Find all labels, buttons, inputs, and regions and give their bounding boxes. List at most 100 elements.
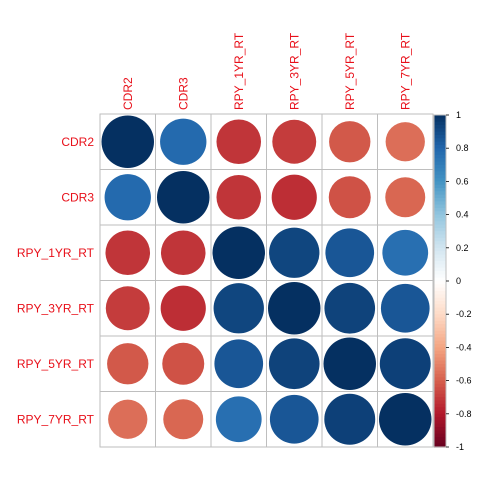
colorbar-segment <box>434 124 446 129</box>
colorbar-segment <box>434 430 446 435</box>
colorbar-segment <box>434 370 446 375</box>
correlation-circle-RPY_5YR_RT-RPY_1YR_RT <box>214 339 264 389</box>
correlation-circle-RPY_1YR_RT-RPY_5YR_RT <box>325 228 375 278</box>
colorbar-segment <box>434 287 446 292</box>
colorbar-segment <box>434 360 446 365</box>
colorbar-segment <box>434 234 446 239</box>
column-label: RPY_1YR_RT <box>232 32 246 110</box>
correlation-circle-CDR2-RPY_1YR_RT <box>216 119 262 165</box>
colorbar-segment <box>434 340 446 345</box>
colorbar-segment <box>434 211 446 216</box>
colorbar-segment <box>434 383 446 388</box>
colorbar-tick-label: 0 <box>456 276 461 286</box>
correlation-circle-RPY_1YR_RT-CDR2 <box>105 230 151 276</box>
column-label: RPY_3YR_RT <box>287 32 301 110</box>
colorbar-segment <box>434 427 446 431</box>
colorbar-segment <box>434 188 446 192</box>
colorbar-segment <box>434 330 446 335</box>
colorbar-segment <box>434 201 446 206</box>
colorbar-segment <box>434 161 446 166</box>
colorbar-segment <box>434 403 446 408</box>
colorbar-segment <box>434 433 446 438</box>
colorbar-segment <box>434 397 446 402</box>
colorbar-segment <box>434 198 446 202</box>
colorbar-segment <box>434 138 446 143</box>
colorbar: -1 -0.8 -0.6 -0.4 -0.2 0 0.2 0.4 0.6 0.8 1 <box>433 110 472 452</box>
colorbar-segment <box>434 413 446 418</box>
colorbar-segment <box>434 347 446 352</box>
correlation-circle-RPY_3YR_RT-CDR2 <box>105 286 150 331</box>
colorbar-segment <box>434 118 446 123</box>
colorbar-segment <box>434 184 446 189</box>
colorbar-segment <box>434 387 446 392</box>
correlation-circle-RPY_7YR_RT-RPY_7YR_RT <box>379 393 432 446</box>
colorbar-segment <box>434 214 446 219</box>
correlation-circle-RPY_5YR_RT-RPY_5YR_RT <box>323 337 376 390</box>
colorbar-segment <box>434 390 446 395</box>
colorbar-segment <box>434 327 446 332</box>
correlation-circle-RPY_7YR_RT-CDR2 <box>108 399 148 439</box>
colorbar-segment <box>434 121 446 126</box>
colorbar-segment <box>434 221 446 226</box>
correlation-circle-CDR2-RPY_5YR_RT <box>329 121 371 163</box>
row-label: RPY_3YR_RT <box>17 301 95 315</box>
row-label: CDR2 <box>61 135 94 149</box>
colorbar-segment <box>434 344 446 348</box>
colorbar-tick-label: -0.4 <box>456 342 472 352</box>
colorbar-segment <box>434 141 446 146</box>
colorbar-segment <box>434 334 446 339</box>
correlation-circle-CDR2-CDR2 <box>101 115 154 168</box>
colorbar-segment <box>434 417 446 422</box>
colorbar-segment <box>434 174 446 179</box>
colorbar-segment <box>434 261 446 265</box>
colorbar-segment <box>434 284 446 289</box>
colorbar-segment <box>434 264 446 269</box>
colorbar-segment <box>434 307 446 312</box>
correlation-circle-RPY_3YR_RT-RPY_5YR_RT <box>324 282 376 334</box>
colorbar-segment <box>434 241 446 246</box>
colorbar-segment <box>434 423 446 428</box>
colorbar-segment <box>434 407 446 412</box>
colorbar-segment <box>434 128 446 133</box>
colorbar-tick-label: -0.8 <box>456 409 472 419</box>
colorbar-segment <box>434 410 446 415</box>
colorbar-segment <box>434 251 446 256</box>
colorbar-segment <box>434 364 446 368</box>
colorbar-tick-label: 0.2 <box>456 243 469 253</box>
column-label: CDR2 <box>121 77 135 110</box>
colorbar-segment <box>434 144 446 149</box>
column-labels: CDR2 CDR3 RPY_1YR_RT RPY_3YR_RT RPY_5YR_RT RP… <box>121 32 413 110</box>
correlation-circle-RPY_7YR_RT-RPY_1YR_RT <box>215 396 262 443</box>
colorbar-segment <box>434 294 446 299</box>
correlation-circle-RPY_5YR_RT-RPY_3YR_RT <box>268 338 320 390</box>
correlation-circle-CDR3-RPY_1YR_RT <box>216 174 262 220</box>
colorbar-tick-label: 1 <box>456 110 461 120</box>
colorbar-segment <box>434 420 446 425</box>
colorbar-segment <box>434 317 446 322</box>
colorbar-segment <box>434 320 446 325</box>
colorbar-segment <box>434 178 446 182</box>
colorbar-segment <box>434 231 446 236</box>
column-label: RPY_5YR_RT <box>343 32 357 110</box>
colorbar-segment <box>434 237 446 242</box>
correlation-circle-CDR2-CDR3 <box>160 118 207 165</box>
colorbar-segment <box>434 244 446 249</box>
colorbar-segment <box>434 168 446 173</box>
colorbar-segment <box>434 171 446 176</box>
correlation-circle-RPY_5YR_RT-CDR2 <box>107 343 149 385</box>
colorbar-segment <box>434 290 446 295</box>
correlation-circle-CDR3-CDR2 <box>104 174 151 221</box>
colorbar-segment <box>434 440 446 445</box>
colorbar-segment <box>434 207 446 212</box>
correlation-circle-RPY_7YR_RT-RPY_3YR_RT <box>269 394 319 444</box>
colorbar-tick-label: -1 <box>456 442 464 452</box>
colorbar-tick-label: -0.2 <box>456 309 472 319</box>
correlation-circle-RPY_5YR_RT-RPY_7YR_RT <box>379 338 431 390</box>
row-label: RPY_5YR_RT <box>17 357 95 371</box>
correlation-circle-RPY_3YR_RT-RPY_1YR_RT <box>213 283 264 334</box>
colorbar-tick-label: 0.8 <box>456 143 469 153</box>
colorbar-segment <box>434 191 446 196</box>
colorbar-segment <box>434 217 446 222</box>
colorbar-segment <box>434 350 446 355</box>
